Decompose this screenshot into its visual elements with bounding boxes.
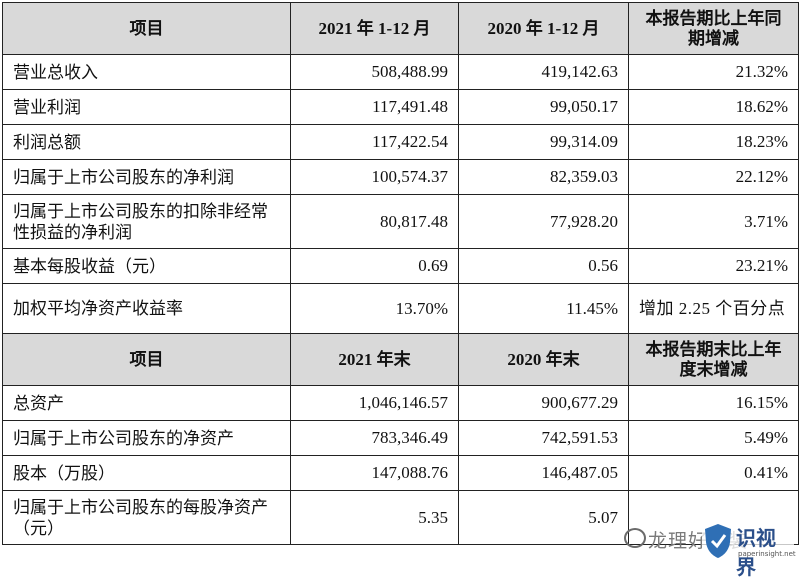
row-label: 加权平均净资产收益率: [2, 283, 291, 334]
value-2021: 117,491.48: [290, 89, 459, 125]
change-value: 3.71%: [628, 194, 799, 249]
change-value: 21.32%: [628, 54, 799, 90]
table2-header-2021: 2021 年末: [290, 333, 459, 386]
table-row: 归属于上市公司股东的净资产 783,346.49 742,591.53 5.49…: [2, 420, 799, 456]
row-label: 归属于上市公司股东的每股净资产（元）: [2, 490, 291, 545]
value-2020: 99,050.17: [458, 89, 629, 125]
table2-header-row: 项目 2021 年末 2020 年末 本报告期末比上年度末增减: [2, 333, 799, 386]
value-2020: 146,487.05: [458, 455, 629, 491]
change-value: 23.21%: [628, 248, 799, 284]
value-2020: 900,677.29: [458, 385, 629, 421]
table-row: 总资产 1,046,146.57 900,677.29 16.15%: [2, 385, 799, 421]
value-2020: 11.45%: [458, 283, 629, 334]
brand-site: paperinsight.net: [738, 550, 796, 558]
table-row: 营业总收入 508,488.99 419,142.63 21.32%: [2, 54, 799, 90]
value-2020: 742,591.53: [458, 420, 629, 456]
row-label: 基本每股收益（元）: [2, 248, 291, 284]
value-2021: 117,422.54: [290, 124, 459, 160]
table1-header-change: 本报告期比上年同期增减: [628, 2, 799, 55]
table1-header-2021: 2021 年 1-12 月: [290, 2, 459, 55]
row-label: 营业总收入: [2, 54, 291, 90]
shield-icon: [705, 524, 731, 558]
change-value: 16.15%: [628, 385, 799, 421]
value-2020: 99,314.09: [458, 124, 629, 160]
row-label: 归属于上市公司股东的净利润: [2, 159, 291, 195]
value-2020: 0.56: [458, 248, 629, 284]
brand-logo: 识视界 paperinsight.net: [702, 518, 796, 579]
value-2021: 13.70%: [290, 283, 459, 334]
change-value: 18.23%: [628, 124, 799, 160]
row-label: 利润总额: [2, 124, 291, 160]
value-2020: 419,142.63: [458, 54, 629, 90]
change-value: 22.12%: [628, 159, 799, 195]
value-2021: 0.69: [290, 248, 459, 284]
financial-summary-table: 项目 2021 年 1-12 月 2020 年 1-12 月 本报告期比上年同期…: [2, 2, 799, 545]
table1-header-row: 项目 2021 年 1-12 月 2020 年 1-12 月 本报告期比上年同期…: [2, 2, 799, 55]
change-value: 0.41%: [628, 455, 799, 491]
value-2020: 77,928.20: [458, 194, 629, 249]
value-2021: 5.35: [290, 490, 459, 545]
change-value: 5.49%: [628, 420, 799, 456]
row-label: 股本（万股）: [2, 455, 291, 491]
value-2021: 100,574.37: [290, 159, 459, 195]
row-label: 总资产: [2, 385, 291, 421]
change-value: 18.62%: [628, 89, 799, 125]
table2-header-item: 项目: [2, 333, 291, 386]
table1-header-item: 项目: [2, 2, 291, 55]
table-row: 归属于上市公司股东的扣除非经常性损益的净利润 80,817.48 77,928.…: [2, 194, 799, 249]
value-2020: 5.07: [458, 490, 629, 545]
table2-header-2020: 2020 年末: [458, 333, 629, 386]
table-row: 归属于上市公司股东的净利润 100,574.37 82,359.03 22.12…: [2, 159, 799, 195]
table-row: 股本（万股） 147,088.76 146,487.05 0.41%: [2, 455, 799, 491]
wechat-bubble-icon: [624, 528, 646, 548]
value-2021: 783,346.49: [290, 420, 459, 456]
value-2021: 80,817.48: [290, 194, 459, 249]
table2-header-change: 本报告期末比上年度末增减: [628, 333, 799, 386]
value-2021: 508,488.99: [290, 54, 459, 90]
table-row: 营业利润 117,491.48 99,050.17 18.62%: [2, 89, 799, 125]
table-row: 加权平均净资产收益率 13.70% 11.45% 增加 2.25 个百分点: [2, 283, 799, 334]
value-2021: 147,088.76: [290, 455, 459, 491]
table-row: 基本每股收益（元） 0.69 0.56 23.21%: [2, 248, 799, 284]
watermark: 龙理好包装 识视界 paperinsight.net: [624, 518, 796, 579]
table1-header-2020: 2020 年 1-12 月: [458, 2, 629, 55]
row-label: 营业利润: [2, 89, 291, 125]
value-2021: 1,046,146.57: [290, 385, 459, 421]
row-label: 归属于上市公司股东的净资产: [2, 420, 291, 456]
row-label: 归属于上市公司股东的扣除非经常性损益的净利润: [2, 194, 291, 249]
change-note: 增加 2.25 个百分点: [628, 283, 799, 334]
value-2020: 82,359.03: [458, 159, 629, 195]
table-row: 利润总额 117,422.54 99,314.09 18.23%: [2, 124, 799, 160]
